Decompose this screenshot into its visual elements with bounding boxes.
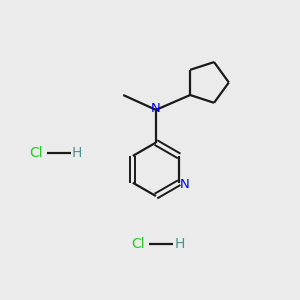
Text: Cl: Cl [29,146,42,160]
Text: H: H [72,146,83,160]
Text: N: N [180,178,189,191]
Text: Cl: Cl [131,237,145,250]
Text: N: N [151,102,161,115]
Text: H: H [175,237,185,250]
